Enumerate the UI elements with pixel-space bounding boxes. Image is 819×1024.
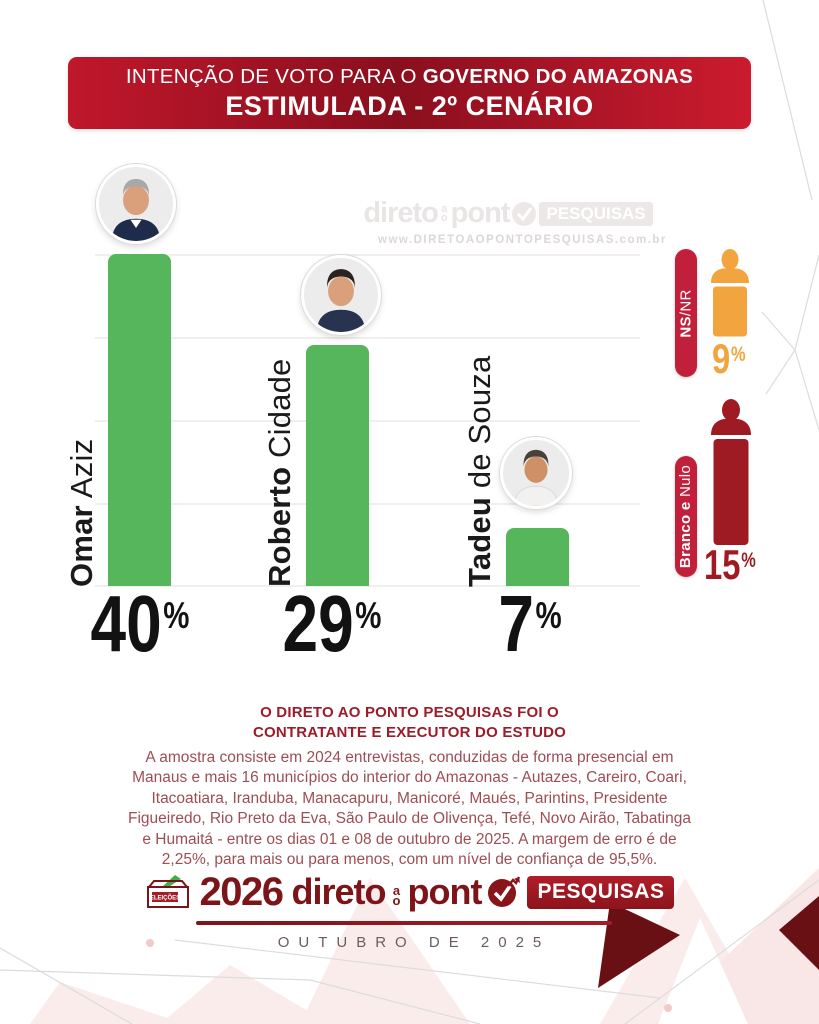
page-subtitle: ESTIMULADA - 2º CENÁRIO [225, 90, 594, 121]
title-bold: GOVERNO DO AMAZONAS [422, 64, 694, 88]
percent-sign: % [741, 549, 756, 573]
percent-sign: % [163, 595, 190, 637]
candidate-name-tadeu-de-souza: Tadeu de Souza [462, 355, 497, 587]
gridline-30 [95, 337, 640, 339]
percent-label-ns-nr: 9% [712, 335, 746, 382]
percent-label-branco-nulo: 15% [704, 541, 756, 588]
candidate-photo-roberto-cidade [301, 255, 381, 335]
percent-sign: % [535, 595, 562, 637]
bar-tadeu-de-souza [506, 528, 569, 586]
footer-year: 2026 [199, 870, 284, 914]
percent-label-omar-aziz: 40% [90, 579, 190, 668]
percent-sign: % [731, 343, 746, 367]
percent-label-tadeu-de-souza: 7% [498, 579, 562, 668]
footer-word-ponto: pont [407, 871, 482, 912]
bar-omar-aziz [108, 254, 171, 586]
footer-word-direto: direto [291, 871, 387, 912]
candidate-photo-omar-aziz [96, 164, 176, 244]
person-icon-ns-nr [711, 249, 749, 337]
bar-roberto-cidade [306, 345, 369, 586]
title-regular: INTENÇÃO DE VOTO PARA O [125, 64, 423, 88]
title-banner: INTENÇÃO DE VOTO PARA O GOVERNO DO AMAZO… [68, 57, 751, 129]
eleicoes-label: ELEIÇÕES [149, 895, 179, 902]
page-title: INTENÇÃO DE VOTO PARA O GOVERNO DO AMAZO… [68, 65, 751, 89]
gridline-0 [95, 585, 640, 587]
label-pill-branco-nulo: Branco e Nulo [675, 456, 697, 577]
ballot-box-icon: ELEIÇÕES [146, 875, 189, 908]
watermark-badge: PESQUISAS [539, 201, 653, 226]
watermark-check-icon [512, 201, 537, 226]
note-heading: O DIRETO AO PONTO PESQUISAS FOI O CONTRA… [252, 704, 567, 741]
check-chart-icon [488, 876, 521, 907]
gridline-40 [95, 254, 640, 256]
percent-sign: % [355, 595, 382, 637]
watermark-word-direto: direto [363, 197, 439, 229]
candidate-name-roberto-cidade: Roberto Cidade [262, 358, 297, 588]
person-icon-branco-nulo [711, 399, 751, 545]
watermark-word-ponto: pont [450, 197, 511, 229]
candidate-photo-tadeu-de-souza [500, 437, 572, 509]
footer-badge-pesquisas: PESQUISAS [527, 875, 675, 909]
footer-divider [196, 921, 612, 925]
candidate-name-omar-aziz: Omar Aziz [64, 438, 99, 587]
footer-date: OUTUBRO DE 2025 [277, 934, 551, 951]
note-body: A amostra consiste em 2024 entrevistas, … [128, 749, 691, 869]
label-pill-ns-nr: NS/NR [675, 249, 697, 377]
watermark-url: www.DIRETOAOPONTOPESQUISAS.com.br [378, 234, 667, 246]
percent-label-roberto-cidade: 29% [282, 579, 382, 668]
